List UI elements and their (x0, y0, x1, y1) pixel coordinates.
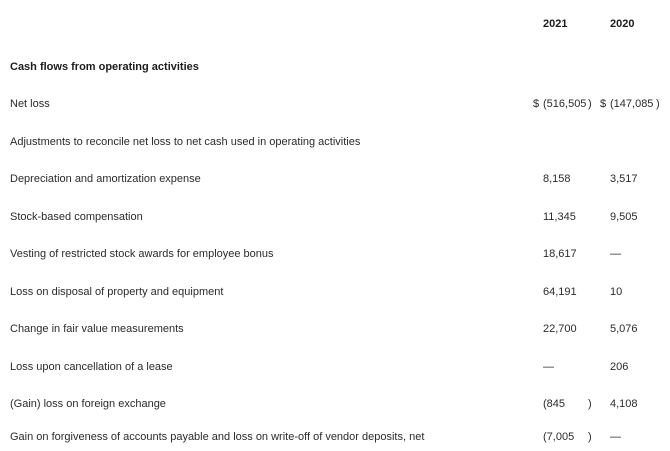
column-header-2020: 2020 (610, 17, 635, 30)
value-2021: (516,505 (543, 98, 587, 111)
row-label: Net loss (10, 98, 50, 111)
section-header-label: Cash flows from operating activities (10, 60, 199, 73)
empty-cell (656, 386, 670, 424)
empty-cell (533, 386, 543, 424)
empty-cell (533, 161, 543, 199)
empty-cell (588, 0, 600, 48)
empty-cell (656, 198, 670, 236)
empty-cell (588, 348, 600, 386)
value-2021: 22,700 (543, 323, 577, 336)
empty-cell (656, 161, 670, 199)
row-label: Loss on disposal of property and equipme… (10, 285, 224, 298)
empty-cell (600, 348, 610, 386)
empty-cell (656, 48, 670, 86)
value-2020: 5,076 (610, 323, 638, 336)
row-label: Stock-based compensation (10, 210, 143, 223)
currency-symbol-2021: $ (533, 98, 540, 111)
value-2020: 3,517 (610, 173, 638, 186)
row-label: Gain on forgiveness of accounts payable … (10, 430, 425, 443)
row-label: Adjustments to reconcile net loss to net… (10, 135, 361, 148)
empty-cell (533, 236, 543, 274)
empty-cell (533, 348, 543, 386)
empty-cell (610, 123, 656, 161)
empty-cell (656, 311, 670, 349)
table-row: Loss upon cancellation of a lease — 206 (0, 348, 670, 386)
value-2020: — (610, 430, 621, 443)
close-paren-2021: ) (588, 430, 592, 443)
value-2020: (147,085 (610, 98, 654, 111)
section-header-row: Cash flows from operating activities (0, 48, 670, 86)
empty-cell (533, 198, 543, 236)
table-row: Stock-based compensation 11,345 9,505 (0, 198, 670, 236)
empty-cell (600, 311, 610, 349)
empty-cell (543, 48, 588, 86)
empty-cell (600, 0, 610, 48)
close-paren-2021: ) (588, 98, 592, 111)
empty-cell (0, 0, 533, 48)
value-2021: 8,158 (543, 173, 571, 186)
value-2021: 64,191 (543, 285, 577, 298)
empty-cell (600, 123, 610, 161)
value-2021: (845 (543, 398, 566, 411)
empty-cell (533, 423, 543, 451)
empty-cell (588, 161, 600, 199)
table-row: (Gain) loss on foreign exchange (845 ) 4… (0, 386, 670, 424)
empty-cell (656, 348, 670, 386)
table-row: Change in fair value measurements 22,700… (0, 311, 670, 349)
table-row: Loss on disposal of property and equipme… (0, 273, 670, 311)
empty-cell (600, 198, 610, 236)
value-2020: 206 (610, 360, 629, 373)
empty-cell (600, 236, 610, 274)
row-label: (Gain) loss on foreign exchange (10, 398, 166, 411)
empty-cell (533, 273, 543, 311)
row-label: Loss upon cancellation of a lease (10, 360, 173, 373)
empty-cell (656, 273, 670, 311)
value-2020: 4,108 (610, 398, 638, 411)
currency-symbol-2020: $ (600, 98, 607, 111)
table-row: Vesting of restricted stock awards for e… (0, 236, 670, 274)
empty-cell (588, 123, 600, 161)
value-2020: 10 (610, 285, 623, 298)
table-row: Depreciation and amortization expense 8,… (0, 161, 670, 199)
empty-cell (656, 0, 670, 48)
value-2021: (7,005 (543, 430, 575, 443)
empty-cell (588, 236, 600, 274)
row-label: Vesting of restricted stock awards for e… (10, 248, 274, 261)
row-label: Change in fair value measurements (10, 323, 184, 336)
empty-cell (588, 48, 600, 86)
value-2021: 11,345 (543, 210, 576, 223)
empty-cell (588, 311, 600, 349)
row-label: Depreciation and amortization expense (10, 173, 201, 186)
value-2020: 9,505 (610, 210, 638, 223)
empty-cell (600, 273, 610, 311)
close-paren-2020: ) (656, 98, 660, 111)
empty-cell (533, 311, 543, 349)
empty-cell (656, 423, 670, 451)
empty-cell (533, 0, 543, 48)
empty-cell (588, 273, 600, 311)
column-header-2021: 2021 (543, 17, 568, 30)
empty-cell (600, 48, 610, 86)
empty-cell (533, 48, 543, 86)
value-2021: — (543, 360, 554, 373)
empty-cell (600, 423, 610, 451)
empty-cell (533, 123, 543, 161)
value-2020: — (610, 248, 621, 261)
table-row: Net loss $ (516,505 ) $ (147,085 ) (0, 86, 670, 124)
empty-cell (656, 123, 670, 161)
empty-cell (610, 48, 656, 86)
empty-cell (600, 386, 610, 424)
empty-cell (588, 198, 600, 236)
year-header-row: 2021 2020 (0, 0, 670, 48)
close-paren-2021: ) (588, 398, 592, 411)
table-row: Adjustments to reconcile net loss to net… (0, 123, 670, 161)
empty-cell (543, 123, 588, 161)
empty-cell (600, 161, 610, 199)
table-row: Gain on forgiveness of accounts payable … (0, 423, 670, 451)
empty-cell (656, 236, 670, 274)
value-2021: 18,617 (543, 248, 577, 261)
